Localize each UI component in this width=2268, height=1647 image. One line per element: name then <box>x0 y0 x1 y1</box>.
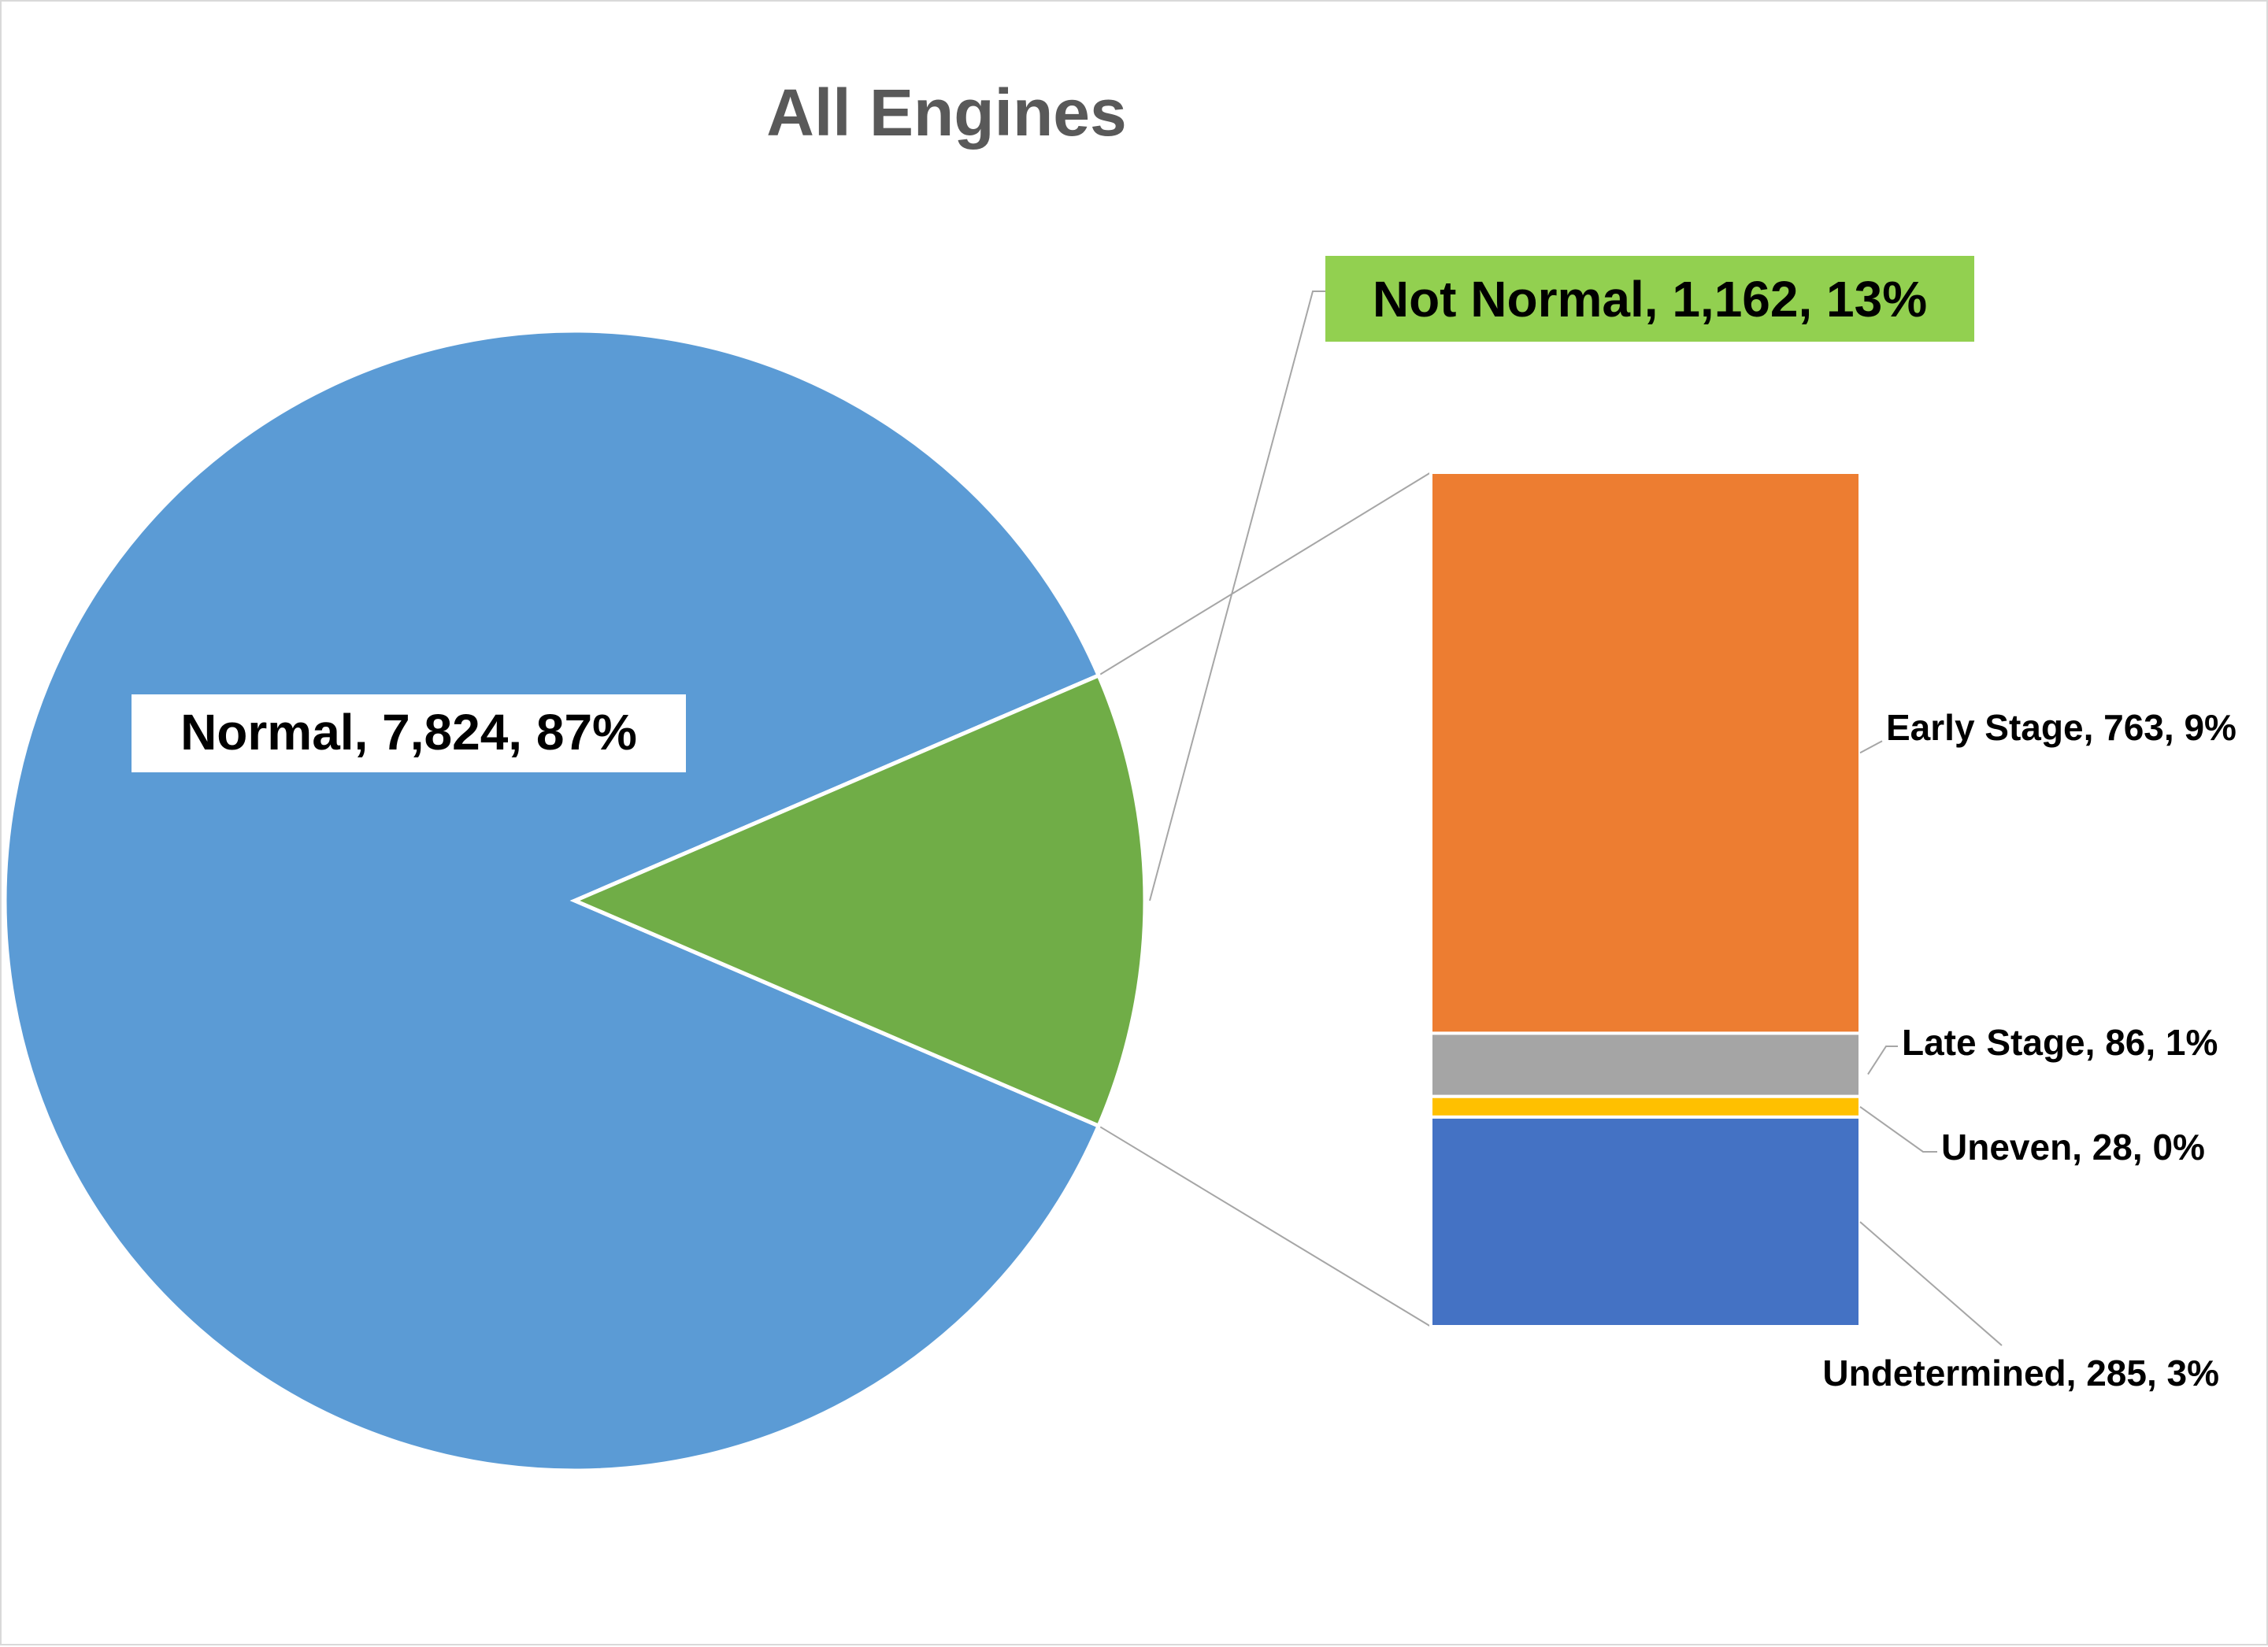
pie-slice-not-normal <box>569 672 1147 1129</box>
data-labels: Normal, 7,824, 87% Not Normal, 1,162, 13%… <box>132 256 2236 1393</box>
leader-line-undetermined <box>1859 1221 2003 1346</box>
data-label-normal: Normal, 7,824, 87% <box>132 694 686 772</box>
pie-slice-normal <box>2 328 1102 1473</box>
connector-lines <box>1098 472 1432 1327</box>
data-label-uneven: Uneven, 28, 0% <box>1941 1127 2205 1168</box>
data-label-not-normal: Not Normal, 1,162, 13% <box>1325 256 1974 342</box>
data-label-text: Uneven, 28, 0% <box>1941 1127 2205 1168</box>
chart-title: All Engines <box>766 76 1126 150</box>
leader-line-not-normal <box>1149 291 1325 901</box>
bar-segment-late-stage <box>1429 1031 1862 1098</box>
stacked-bar <box>1429 471 1862 1328</box>
bar-segment-uneven <box>1429 1094 1862 1119</box>
data-label-text: Early Stage, 763, 9% <box>1886 707 2236 748</box>
connector-line-bottom <box>1098 1125 1432 1327</box>
bar-segment-early-stage <box>1429 471 1862 1035</box>
pie <box>2 328 1147 1473</box>
leader-line-uneven <box>1859 1105 1937 1153</box>
data-label-text: Not Normal, 1,162, 13% <box>1373 271 1927 328</box>
data-label-undetermined: Undetermined, 285, 3% <box>1822 1353 2219 1393</box>
data-label-text: Normal, 7,824, 87% <box>180 704 637 761</box>
bar-segment-undetermined <box>1429 1115 1862 1328</box>
leader-lines <box>1149 291 2003 1346</box>
leader-line-early-stage <box>1859 740 1883 754</box>
data-label-text: Late Stage, 86, 1% <box>1902 1022 2218 1063</box>
connector-line-top <box>1098 472 1432 676</box>
data-label-late-stage: Late Stage, 86, 1% <box>1902 1022 2218 1063</box>
data-label-text: Undetermined, 285, 3% <box>1822 1353 2219 1393</box>
label-box <box>132 694 686 772</box>
data-label-early-stage: Early Stage, 763, 9% <box>1886 707 2236 748</box>
label-box <box>1325 256 1974 342</box>
leader-line-late-stage <box>1867 1046 1898 1075</box>
